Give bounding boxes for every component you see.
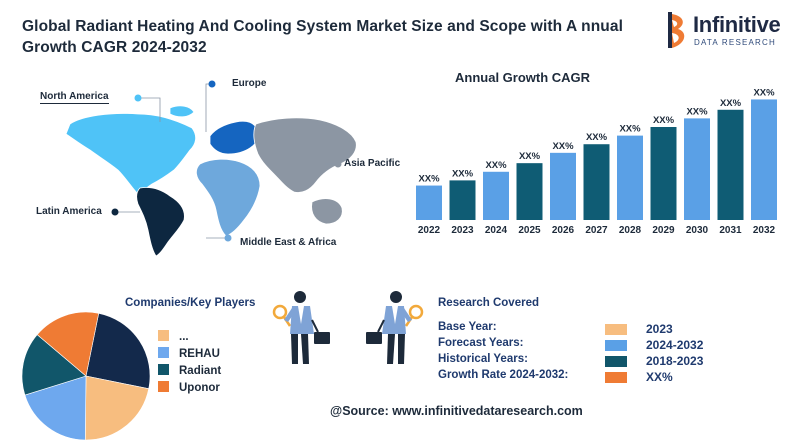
players-title: Companies/Key Players [125, 297, 256, 309]
players-legend-item: Radiant [158, 364, 221, 381]
players-legend-item: ... [158, 330, 221, 347]
players-legend-label: Radiant [179, 365, 222, 377]
players-legend-item: REHAU [158, 347, 221, 364]
x-tick-label: 2026 [552, 225, 575, 236]
bar-2030 [684, 118, 710, 220]
x-tick-label: 2025 [518, 225, 541, 236]
world-map [65, 80, 357, 257]
chart-title: Annual Growth CAGR [455, 70, 591, 85]
bar-2023 [449, 180, 476, 220]
research-label-base-year: Base Year: [438, 321, 497, 333]
x-tick-label: 2030 [686, 225, 709, 236]
pie-slice [21, 334, 87, 396]
players-legend-item: Uponor [158, 381, 221, 398]
x-tick-label: 2024 [485, 225, 508, 236]
x-tick-label: 2032 [753, 225, 776, 236]
region-label-north-america: North America [40, 91, 109, 104]
research-label-historical-years: Historical Years: [438, 353, 528, 365]
bar-data-label: XX% [418, 174, 440, 185]
bar-data-label: XX% [619, 124, 641, 135]
source-credit: @Source: www.infinitivedataresearch.com [330, 404, 583, 418]
region-asia-pacific [253, 117, 357, 193]
players-legend-label: Uponor [179, 382, 220, 394]
players-legend-swatch [158, 364, 169, 375]
research-value-historical-years: 2018-2023 [646, 354, 704, 368]
pie-slice [84, 375, 150, 441]
region-north-america-island [169, 105, 195, 118]
bar-data-label: XX% [519, 151, 541, 162]
bar-data-label: XX% [552, 141, 574, 152]
research-swatch [605, 356, 627, 367]
players-legend: ... REHAU Radiant Uponor [158, 330, 221, 398]
research-swatch [605, 324, 627, 335]
players-legend-swatch [158, 330, 169, 341]
bar-2022 [416, 185, 442, 220]
bar-2026 [550, 152, 576, 220]
region-north-america [65, 113, 196, 195]
players-legend-label: ... [179, 331, 189, 343]
bar-data-label: XX% [452, 168, 474, 179]
research-title: Research Covered [438, 297, 539, 309]
x-tick-label: 2031 [719, 225, 742, 236]
bar-2028 [617, 135, 643, 220]
pie-slice [36, 311, 100, 377]
region-label-asia-pacific: Asia Pacific [344, 158, 401, 169]
region-asia-pacific-oceania [311, 198, 343, 225]
brand-logo [668, 12, 685, 48]
players-legend-label: REHAU [179, 348, 220, 360]
research-swatch [605, 372, 627, 383]
x-tick-label: 2027 [585, 225, 608, 236]
pie-slice [24, 375, 87, 441]
region-label-latin-america: Latin America [36, 206, 102, 217]
bar-data-label: XX% [753, 87, 775, 98]
bar-2024 [483, 171, 509, 220]
region-latin-america [136, 187, 185, 257]
research-value-base-year: 2023 [646, 322, 673, 336]
players-legend-swatch [158, 347, 169, 358]
x-tick-label: 2022 [418, 225, 441, 236]
research-value-growth-rate: XX% [646, 370, 673, 384]
region-middle-east-africa [196, 158, 261, 237]
x-tick-label: 2028 [619, 225, 642, 236]
x-tick-label: 2029 [652, 225, 675, 236]
bar-2029 [650, 127, 677, 220]
research-swatch [605, 340, 627, 351]
page-title: Global Radiant Heating And Cooling Syste… [22, 18, 623, 56]
research-label-forecast-years: Forecast Years: [438, 337, 524, 349]
bar-2031 [717, 109, 744, 220]
bar-data-label: XX% [586, 132, 608, 143]
bar-data-label: XX% [485, 160, 507, 171]
bar-data-label: XX% [720, 98, 742, 109]
bar-2025 [516, 163, 543, 220]
bar-2032 [751, 99, 777, 220]
region-label-europe: Europe [232, 78, 267, 89]
research-value-forecast-years: 2024-2032 [646, 338, 704, 352]
x-tick-label: 2023 [451, 225, 474, 236]
region-europe [209, 120, 259, 155]
region-label-middle-east-africa: Middle East & Africa [240, 237, 337, 248]
bar-2027 [583, 144, 610, 220]
players-legend-swatch [158, 381, 169, 392]
businessman-illustration [366, 291, 424, 364]
logo-subtitle: DATA RESEARCH [694, 38, 776, 47]
bar-data-label: XX% [686, 106, 708, 117]
cagr-bar-chart: XX% 2022 XX% 2023 XX% 2024 XX% 2025 XX% 2026 XX% 20… [416, 87, 777, 236]
players-pie-chart [21, 311, 151, 441]
logo-name: Infinitive [693, 12, 781, 37]
bar-data-label: XX% [653, 115, 675, 126]
research-label-growth-rate: Growth Rate 2024-2032: [438, 369, 569, 381]
businessman-illustration [272, 291, 330, 364]
pie-slice [85, 312, 151, 390]
